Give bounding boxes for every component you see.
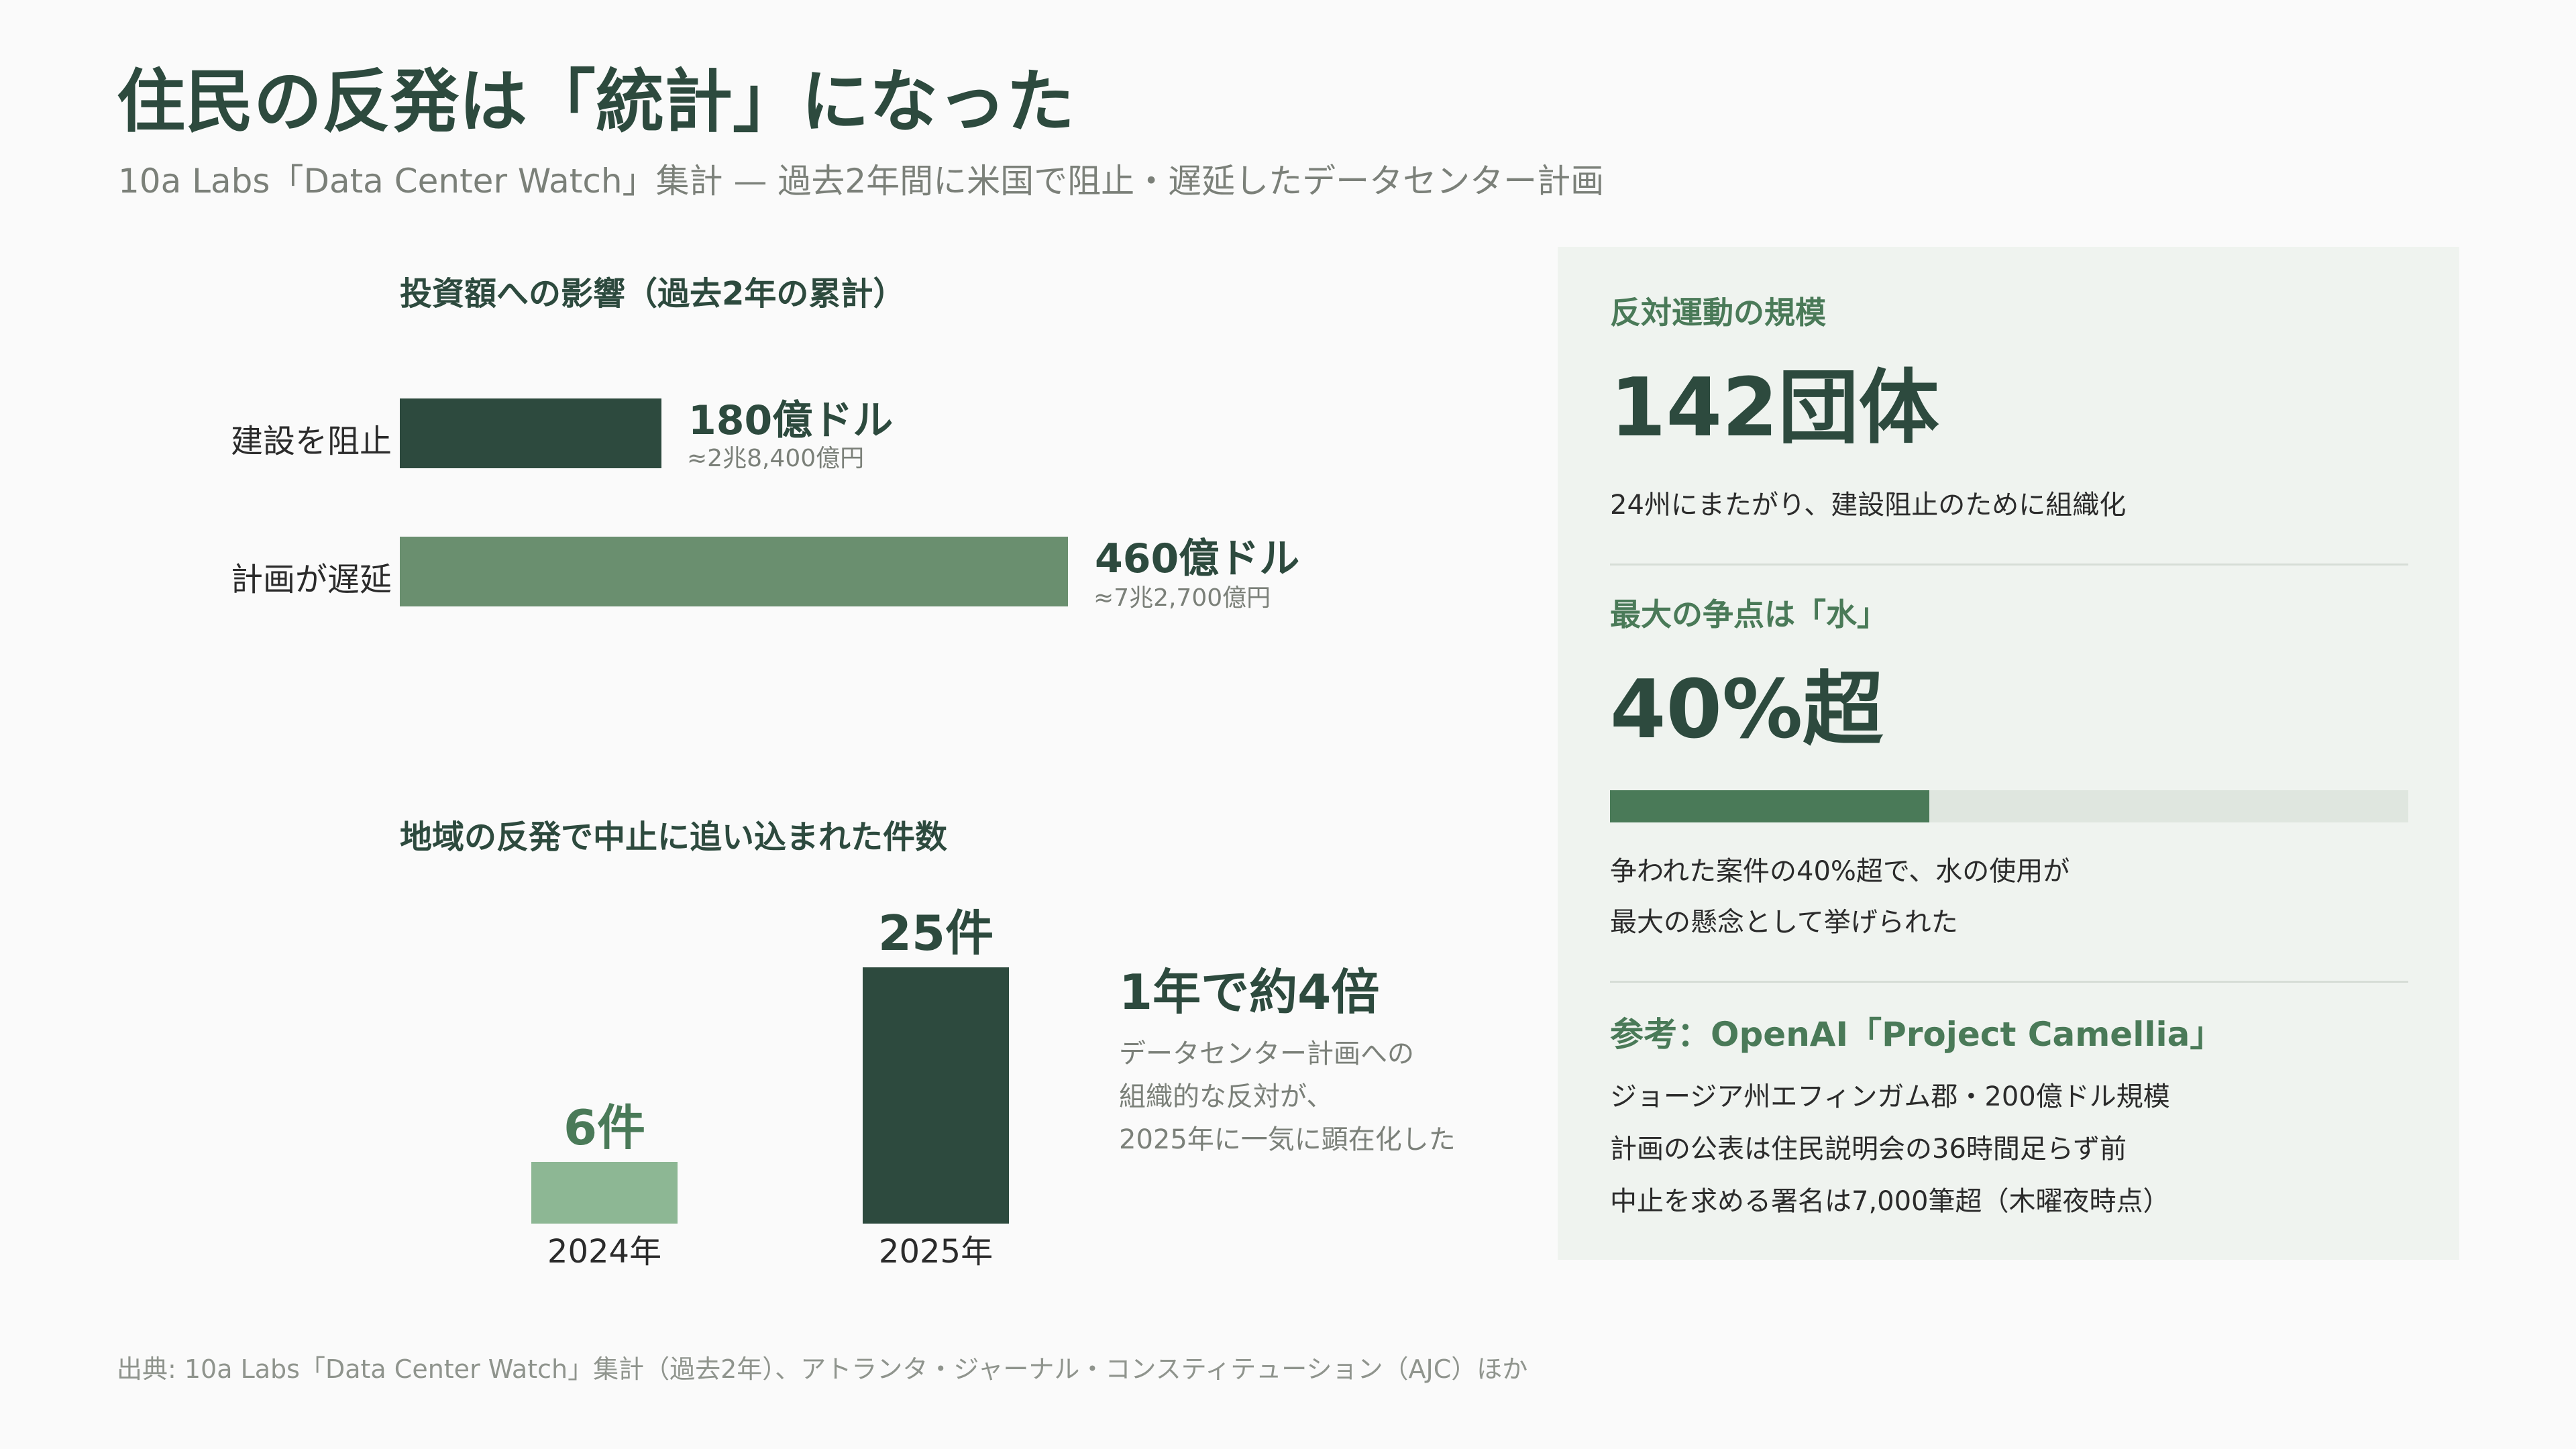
bar-delayed [400,537,1068,606]
panel-divider [1610,564,2408,566]
water-progress-fill [1610,790,1929,822]
bar-value-2024: 6件 [563,1099,646,1156]
cancellation-chart-title: 地域の反発で中止に追い込まれた件数 [400,818,948,856]
bar-blocked [400,398,661,468]
page-subtitle: 10a Labs「Data Center Watch」集計 — 過去2年間に米国… [118,162,1605,201]
investment-chart-title: 投資額への影響（過去2年の累計） [400,275,906,313]
water-progress-track [1610,790,2408,822]
reference-line: 計画の公表は住民説明会の36時間足らず前 [1610,1134,2127,1165]
water-note-line: 争われた案件の40%超で、水の使用が [1610,856,2070,887]
reference-line: 中止を求める署名は7,000筆超（木曜夜時点） [1610,1186,2170,1217]
bar-sub-blocked: ≈2兆8,400億円 [687,445,865,472]
source-note: 出典: 10a Labs「Data Center Watch」集計（過去2年）、… [117,1354,1528,1384]
bar-value-2025: 25件 [877,905,994,961]
axis-label-2024: 2024年 [547,1233,662,1271]
bar-value-blocked: 180億ドル [688,397,894,444]
bar-2025 [863,967,1009,1224]
water-value: 40%超 [1610,663,1884,757]
bar-value-delayed: 460億ドル [1095,535,1300,582]
panel-divider [1610,981,2408,983]
growth-note-line: 2025年に一気に顕在化した [1119,1124,1456,1155]
axis-label-2025: 2025年 [878,1233,994,1271]
page-title: 住民の反発は「統計」になった [117,62,1075,142]
water-heading: 最大の争点は「水」 [1610,596,1888,633]
bar-2024 [531,1162,678,1224]
growth-note-line: 組織的な反対が、 [1119,1081,1334,1112]
water-note-line: 最大の懸念として挙げられた [1610,907,1958,938]
bar-label-delayed: 計画が遅延 [230,561,392,598]
key-facts-panel [1558,247,2459,1260]
bar-label-blocked: 建設を阻止 [230,423,392,460]
reference-heading: 参考：OpenAI「Project Camellia」 [1610,1015,2224,1054]
reference-line: ジョージア州エフィンガム郡・200億ドル規模 [1610,1081,2170,1112]
bar-sub-delayed: ≈7兆2,700億円 [1093,584,1271,612]
growth-note-line: データセンター計画への [1119,1038,1414,1069]
opposition-value: 142団体 [1610,362,1939,455]
opposition-description: 24州にまたがり、建設阻止のために組織化 [1610,490,2127,521]
growth-headline: 1年で約4倍 [1119,964,1380,1020]
opposition-heading: 反対運動の規模 [1610,294,1826,331]
